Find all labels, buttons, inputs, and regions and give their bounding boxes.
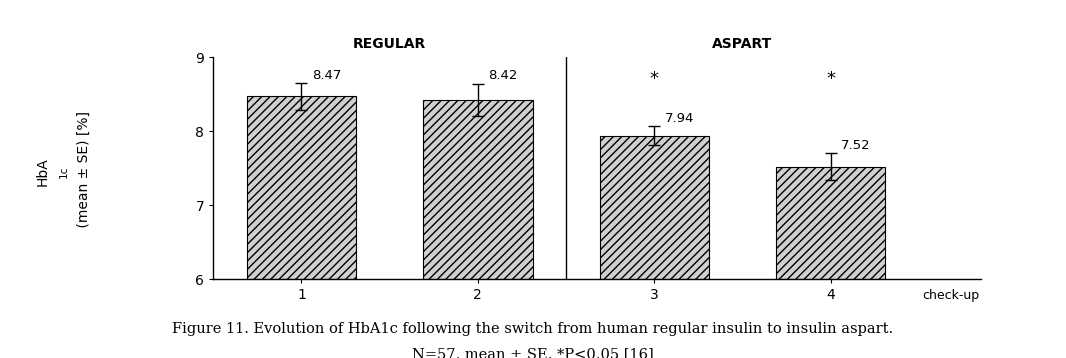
Text: 8.47: 8.47 — [312, 69, 341, 82]
Text: ASPART: ASPART — [712, 37, 773, 51]
Text: HbA: HbA — [35, 158, 50, 186]
Text: Figure 11. Evolution of HbA1c following the switch from human regular insulin to: Figure 11. Evolution of HbA1c following … — [173, 322, 893, 336]
Text: 8.42: 8.42 — [488, 69, 518, 82]
Text: 7.94: 7.94 — [665, 112, 694, 125]
Bar — [423, 100, 533, 279]
Text: *: * — [826, 71, 836, 88]
Text: *: * — [650, 71, 659, 88]
Text: (mean ± SE) [%]: (mean ± SE) [%] — [77, 111, 91, 232]
Bar — [776, 167, 886, 279]
Text: REGULAR: REGULAR — [353, 37, 426, 51]
Text: N=57, mean ± SE, *P<0,05 [16]: N=57, mean ± SE, *P<0,05 [16] — [413, 347, 653, 358]
Text: 7.52: 7.52 — [841, 139, 871, 152]
Bar — [246, 97, 356, 279]
Text: check-up: check-up — [922, 289, 980, 302]
Bar — [599, 136, 709, 279]
Text: 1c: 1c — [59, 166, 68, 178]
